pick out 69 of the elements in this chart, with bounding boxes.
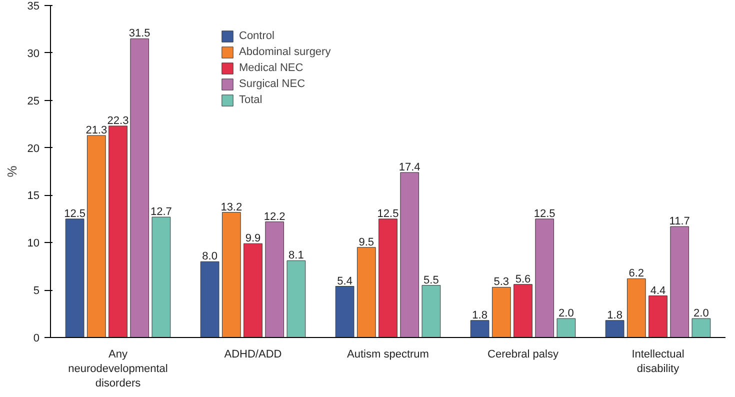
- data-label: 8.1: [288, 250, 304, 262]
- y-tick-label: 10: [27, 238, 40, 250]
- bar: [222, 212, 241, 338]
- bar: [108, 126, 128, 338]
- data-label: 21.3: [86, 124, 108, 136]
- legend-label: Abdominal surgery: [239, 46, 331, 58]
- bar: [65, 218, 84, 338]
- x-tick-label: ADHD/ADD: [224, 348, 282, 360]
- bar: [626, 278, 646, 338]
- y-tick-label: 15: [27, 190, 40, 202]
- bar: [492, 286, 511, 338]
- legend-label: Medical NEC: [239, 62, 304, 74]
- data-label: 12.5: [64, 208, 86, 220]
- data-label: 2.0: [694, 308, 709, 320]
- bar: [514, 284, 532, 338]
- bar: [400, 172, 420, 338]
- bar: [692, 318, 711, 338]
- data-label: 31.5: [128, 28, 150, 40]
- data-label: 11.7: [669, 216, 690, 228]
- data-label: 6.2: [628, 268, 644, 280]
- bar: [286, 260, 306, 338]
- data-label: 5.5: [424, 274, 439, 286]
- data-label: 1.8: [607, 309, 622, 322]
- y-axis-title: %: [4, 165, 20, 178]
- y-tick-label: 5: [33, 285, 40, 298]
- legend-label: Control: [239, 30, 274, 42]
- y-tick-label: 35: [27, 0, 40, 12]
- bar: [335, 286, 354, 338]
- data-label: 12.2: [264, 210, 286, 223]
- bar: [605, 320, 624, 338]
- data-label: 9.9: [245, 232, 261, 245]
- y-tick-label: 0: [33, 332, 40, 344]
- bar: [356, 247, 376, 338]
- bar: [200, 261, 220, 338]
- data-label: 13.2: [220, 201, 242, 214]
- data-label: 5.4: [337, 275, 352, 288]
- x-tick-label: Any neurodevelopmental disorders: [68, 348, 168, 390]
- bar: [130, 38, 150, 338]
- bar: [378, 218, 398, 338]
- bar: [470, 320, 490, 338]
- bar: [535, 218, 554, 338]
- data-label: 22.3: [107, 114, 129, 127]
- x-tick-label: Cerebral palsy: [488, 348, 559, 360]
- y-tick-label: 20: [27, 142, 40, 155]
- x-tick-label: Intellectual disability: [632, 348, 684, 375]
- data-label: 17.4: [398, 161, 420, 174]
- data-label: 1.8: [472, 309, 488, 322]
- bar: [556, 318, 576, 338]
- data-label: 2.0: [558, 308, 574, 320]
- bar: [152, 216, 171, 338]
- bar: [265, 222, 284, 338]
- data-label: 12.5: [534, 208, 556, 220]
- x-tick-label: Autism spectrum: [347, 348, 429, 360]
- data-label: 12.5: [377, 208, 399, 220]
- bar: [244, 243, 262, 338]
- y-tick-label: 30: [27, 48, 40, 60]
- data-label: 4.4: [650, 284, 666, 297]
- bar: [670, 226, 690, 338]
- bar: [648, 296, 668, 338]
- data-label: 5.3: [494, 276, 510, 288]
- legend-label: Surgical NEC: [239, 78, 306, 90]
- data-label: 9.5: [358, 236, 374, 248]
- legend-label: Total: [239, 94, 262, 106]
- data-label: 5.6: [515, 273, 531, 286]
- bar: [86, 135, 106, 338]
- data-label: 8.0: [202, 250, 218, 263]
- bar: [422, 285, 441, 338]
- data-label: 12.7: [150, 206, 172, 218]
- y-tick-label: 25: [27, 95, 40, 108]
